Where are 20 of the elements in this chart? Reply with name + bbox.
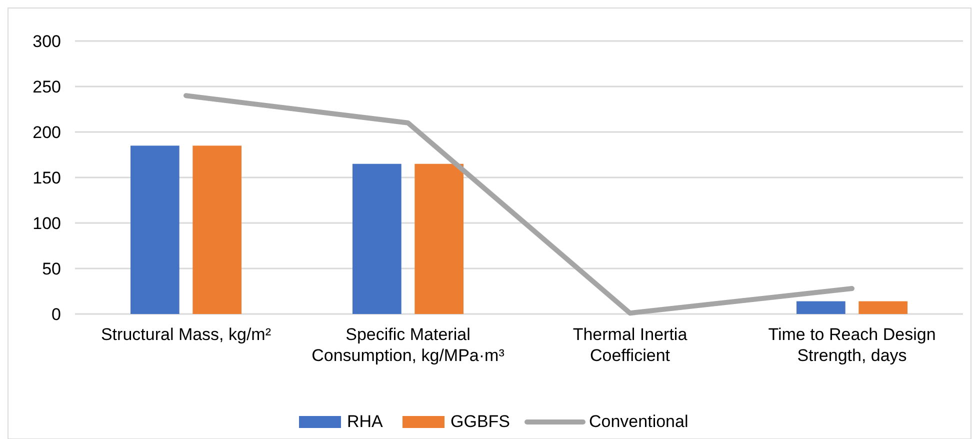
bar	[192, 146, 242, 314]
bar	[858, 301, 908, 314]
x-tick-label: Time to Reach Design Strength, days	[768, 325, 936, 365]
x-tick-label: Thermal Inertia Coefficient	[572, 325, 688, 365]
legend-label: Conventional	[589, 412, 688, 431]
y-tick-label: 0	[52, 304, 61, 324]
bar	[130, 146, 180, 314]
x-tick-label: Structural Mass, kg/m²	[100, 325, 272, 344]
y-tick-label: 300	[32, 32, 61, 51]
legend-label: RHA	[347, 412, 384, 431]
y-tick-label: 50	[42, 259, 61, 278]
y-tick-label: 250	[32, 77, 61, 96]
y-tick-label: 200	[32, 122, 61, 142]
bar	[796, 301, 846, 314]
y-tick-label: 100	[32, 214, 61, 233]
legend-label: GGBFS	[450, 412, 510, 431]
x-tick-label: Specific Material Consumption, kg/MPa·m³	[312, 325, 505, 365]
bar	[352, 164, 402, 314]
bar	[414, 164, 464, 314]
y-tick-label: 150	[32, 168, 61, 188]
